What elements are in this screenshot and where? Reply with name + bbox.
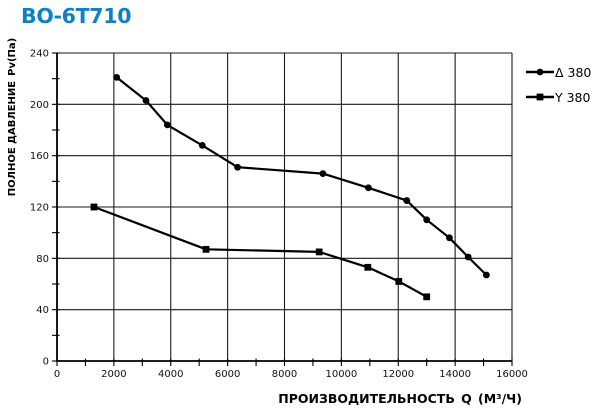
legend-marker-square-icon (526, 93, 554, 101)
y-tick-label: 40 (36, 305, 49, 316)
data-point-marker-circle (113, 73, 121, 81)
y-tick-label: 80 (36, 254, 49, 265)
legend-label: Δ 380 (555, 64, 592, 80)
legend-label: Y 380 (555, 89, 591, 105)
data-point-marker-square (315, 248, 323, 256)
x-tick-label: 12000 (382, 369, 414, 380)
data-point-marker-circle (234, 163, 241, 171)
series-line-delta-380 (115, 76, 488, 277)
data-point-marker-square (364, 263, 372, 271)
x-tick-label: 16000 (496, 369, 528, 380)
data-point-marker-square (202, 245, 210, 253)
x-axis-title: ПРОИЗВОДИТЕЛЬНОСТЬ Q (М³/Ч) (278, 391, 522, 406)
chart-legend: Δ 380 Y 380 (526, 65, 591, 115)
x-tick-label: 10000 (325, 369, 357, 380)
y-axis-title: ПОЛНОЕ ДАВЛЕНИЕ Pv(Па) (7, 38, 18, 196)
data-point-marker-circle (319, 170, 327, 178)
legend-item-y-380: Y 380 (526, 89, 591, 105)
x-tick-label: 8000 (272, 369, 297, 380)
x-tick-label: 0 (54, 369, 60, 380)
data-point-marker-circle (464, 253, 472, 261)
data-point-marker-circle (142, 97, 150, 104)
data-point-marker-square (423, 293, 431, 301)
y-tick-label: 0 (43, 357, 49, 368)
x-tick-label: 4000 (158, 369, 183, 380)
legend-marker-circle-icon (526, 68, 554, 76)
y-tick-label: 240 (30, 49, 49, 60)
page-title: ВО-6Т710 (21, 4, 132, 28)
x-tick-label: 6000 (215, 369, 240, 380)
y-tick-label: 120 (30, 203, 49, 214)
x-tick-label: 14000 (439, 369, 471, 380)
data-point-marker-circle (364, 184, 372, 192)
data-point-marker-circle (483, 271, 490, 279)
y-tick-label: 200 (30, 100, 49, 111)
legend-item-delta-380: Δ 380 (526, 64, 592, 80)
data-point-marker-circle (403, 197, 411, 204)
data-point-marker-square (395, 278, 403, 285)
y-tick-label: 160 (30, 151, 49, 162)
data-point-marker-circle (423, 216, 431, 224)
data-point-marker-square (90, 203, 98, 211)
data-point-marker-circle (446, 234, 453, 242)
x-tick-label: 2000 (101, 369, 126, 380)
data-point-marker-circle (163, 121, 171, 129)
series-line-y-380 (92, 205, 428, 298)
data-point-marker-circle (198, 142, 206, 149)
